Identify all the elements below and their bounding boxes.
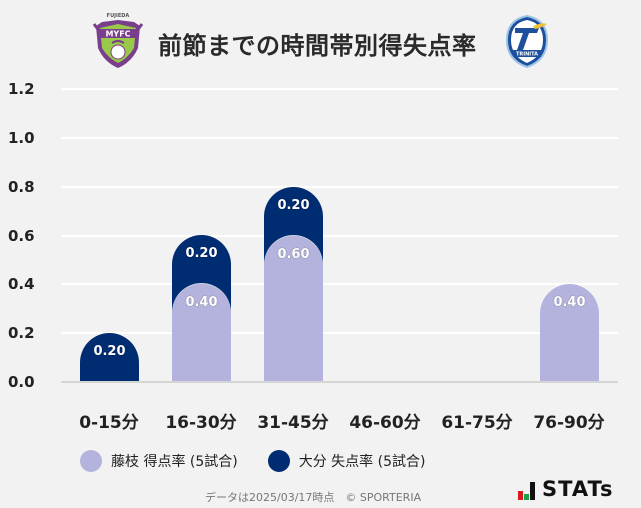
y-tick-label: 0.6 (8, 227, 35, 245)
legend-item-away[interactable]: 大分 失点率 (5試合) (267, 450, 426, 472)
legend-label: 大分 失点率 (5試合) (298, 454, 426, 470)
bar-value-label: 0.40 (553, 295, 586, 310)
bar-away-0-15[interactable] (80, 333, 139, 382)
legend-item-home[interactable]: 藤枝 得点率 (5試合) (80, 450, 238, 472)
y-tick-label: 1.0 (8, 129, 35, 147)
fujieda-myfc-crest-icon: FUJIEDA MYFC (92, 13, 144, 68)
bar-value-label: 0.40 (185, 295, 218, 310)
gridline (61, 283, 618, 285)
bar-value-label: 0.20 (93, 344, 126, 359)
gridline (61, 332, 618, 334)
bar-home-31-45[interactable] (264, 236, 323, 382)
chart-legend: 藤枝 得点率 (5試合) 大分 失点率 (5試合) (80, 448, 455, 474)
y-tick-label: 0.2 (8, 324, 35, 342)
bar-value-label: 0.20 (185, 246, 218, 261)
y-tick-label: 0.0 (8, 373, 35, 391)
x-tick-label: 31-45分 (257, 413, 329, 433)
bar-home-16-30[interactable] (172, 284, 231, 382)
y-tick-label: 0.8 (8, 178, 35, 196)
stats-brand-logo: STATs (518, 478, 613, 500)
legend-swatch-away (267, 450, 290, 472)
x-tick-label: 16-30分 (165, 413, 237, 433)
chart-header: FUJIEDA MYFC 前節までの時間帯別得失点率 TRINITA (0, 0, 641, 80)
bar-home-76-90[interactable] (540, 284, 599, 382)
legend-label: 藤枝 得点率 (5試合) (111, 454, 238, 470)
x-tick-label: 46-60分 (349, 413, 421, 433)
gridline (61, 137, 618, 139)
data-source-note: データは2025/03/17時点 © SPORTERIA (205, 491, 422, 504)
x-tick-label: 61-75分 (441, 413, 513, 433)
svg-text:MYFC: MYFC (105, 30, 130, 39)
svg-text:TRINITA: TRINITA (516, 52, 538, 58)
bar-chart-icon (518, 480, 536, 500)
x-tick-label: 76-90分 (533, 413, 605, 433)
x-axis-line (61, 381, 618, 383)
gridline (61, 235, 618, 237)
x-tick-label: 0-15分 (79, 413, 139, 433)
legend-swatch-home (80, 450, 102, 472)
oita-trinita-crest-icon: TRINITA (505, 14, 549, 69)
y-tick-label: 0.4 (8, 275, 35, 293)
gridline (61, 186, 618, 188)
svg-text:FUJIEDA: FUJIEDA (107, 13, 130, 19)
bar-value-label: 0.60 (277, 247, 310, 262)
chart-title: 前節までの時間帯別得失点率 (158, 32, 477, 60)
y-tick-label: 1.2 (8, 80, 35, 98)
stacked-bar-chart: 0.0 0.2 0.4 0.6 0.8 1.0 1.2 0.20 0.20 0.… (0, 80, 641, 440)
bar-value-label: 0.20 (277, 198, 310, 213)
stats-brand-text: STATs (542, 477, 614, 501)
gridline (61, 88, 618, 90)
